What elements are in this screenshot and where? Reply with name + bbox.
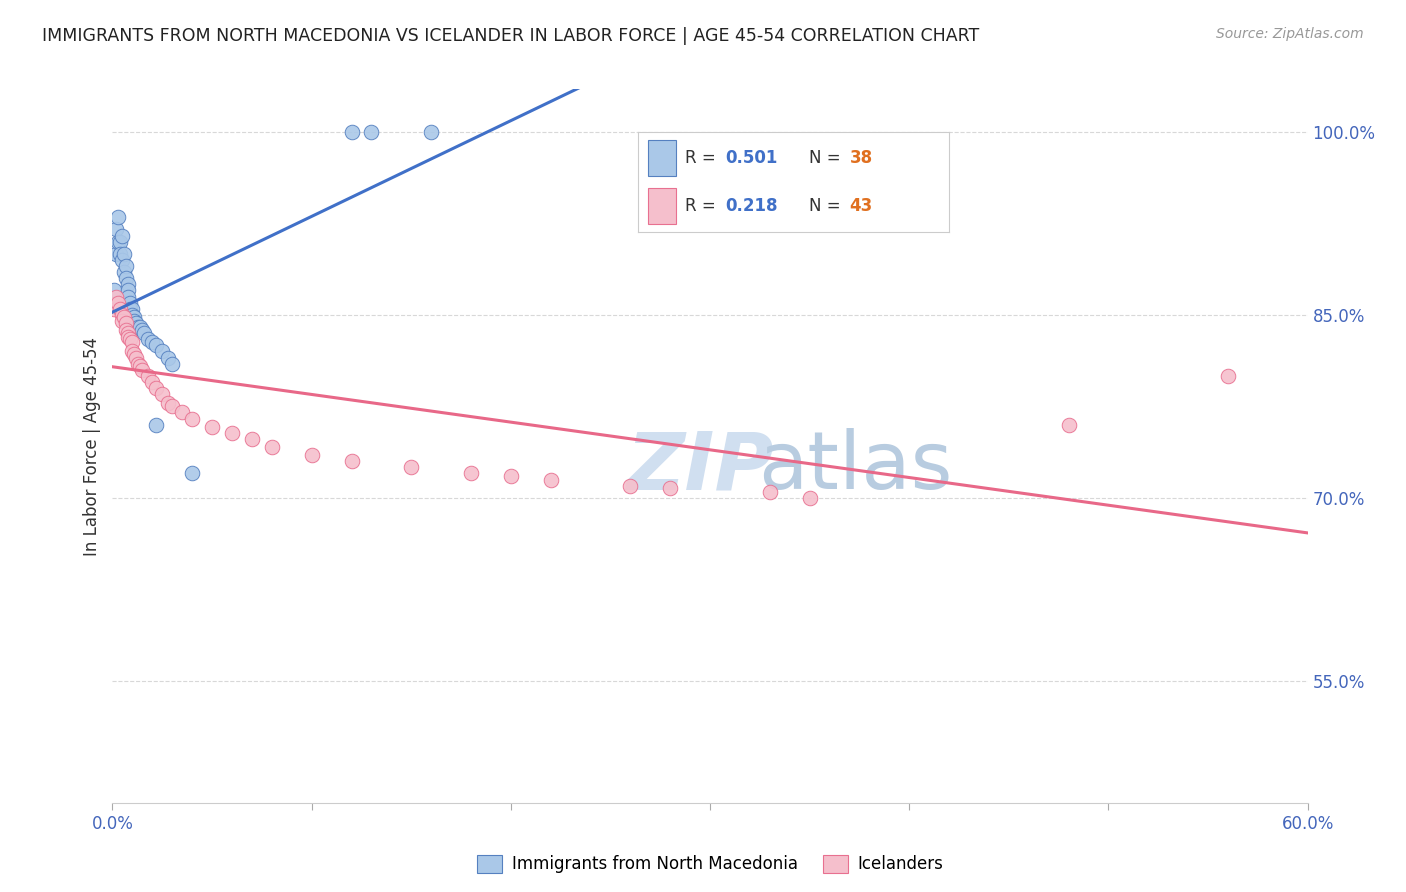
Point bbox=[240, 432, 263, 446]
Point bbox=[124, 310, 146, 325]
Point bbox=[138, 368, 160, 383]
Point bbox=[131, 322, 153, 336]
Point bbox=[145, 338, 167, 352]
Point bbox=[157, 395, 180, 409]
Point bbox=[115, 322, 138, 336]
Legend: Immigrants from North Macedonia, Icelanders: Immigrants from North Macedonia, Iceland… bbox=[470, 848, 950, 880]
Point bbox=[124, 347, 146, 361]
Text: 43: 43 bbox=[849, 197, 873, 215]
Point bbox=[759, 484, 782, 499]
Point bbox=[115, 317, 138, 331]
Point bbox=[301, 448, 323, 462]
Point bbox=[150, 344, 173, 359]
Point bbox=[121, 308, 143, 322]
Point bbox=[107, 295, 129, 310]
FancyBboxPatch shape bbox=[648, 140, 676, 176]
Text: N =: N = bbox=[810, 197, 846, 215]
Text: atlas: atlas bbox=[758, 428, 952, 507]
Text: R =: R = bbox=[685, 149, 721, 167]
Point bbox=[111, 314, 134, 328]
Point bbox=[114, 310, 135, 325]
Point bbox=[105, 222, 128, 236]
Point bbox=[111, 228, 134, 243]
Point bbox=[114, 247, 135, 261]
Point bbox=[115, 271, 138, 285]
Text: 0.218: 0.218 bbox=[725, 197, 778, 215]
Text: 38: 38 bbox=[849, 149, 873, 167]
Point bbox=[145, 417, 167, 432]
Point bbox=[117, 326, 139, 341]
Point bbox=[120, 301, 142, 316]
Point bbox=[120, 295, 142, 310]
Point bbox=[141, 334, 163, 349]
Point bbox=[162, 400, 183, 414]
Point bbox=[460, 467, 482, 481]
Text: N =: N = bbox=[810, 149, 846, 167]
Text: ZIP: ZIP bbox=[626, 428, 773, 507]
Point bbox=[103, 301, 125, 316]
Point bbox=[181, 411, 204, 425]
Point bbox=[114, 265, 135, 279]
Point bbox=[659, 481, 682, 495]
Point bbox=[340, 454, 363, 468]
Point bbox=[162, 357, 183, 371]
Point bbox=[138, 332, 160, 346]
Point bbox=[401, 460, 423, 475]
Point bbox=[110, 235, 132, 249]
Point bbox=[103, 284, 125, 298]
Point bbox=[150, 387, 173, 401]
Point bbox=[127, 320, 149, 334]
FancyBboxPatch shape bbox=[648, 188, 676, 224]
Point bbox=[799, 491, 821, 505]
Point bbox=[129, 320, 152, 334]
Text: IMMIGRANTS FROM NORTH MACEDONIA VS ICELANDER IN LABOR FORCE | AGE 45-54 CORRELAT: IMMIGRANTS FROM NORTH MACEDONIA VS ICELA… bbox=[42, 27, 980, 45]
Point bbox=[141, 375, 163, 389]
Point bbox=[105, 289, 128, 303]
Point bbox=[145, 381, 167, 395]
Point bbox=[125, 317, 148, 331]
Point bbox=[117, 330, 139, 344]
Point bbox=[131, 363, 153, 377]
Point bbox=[172, 405, 194, 419]
Point bbox=[134, 326, 156, 341]
Text: 0.501: 0.501 bbox=[725, 149, 778, 167]
Point bbox=[340, 125, 363, 139]
Y-axis label: In Labor Force | Age 45-54: In Labor Force | Age 45-54 bbox=[83, 336, 101, 556]
Point bbox=[125, 351, 148, 365]
Point bbox=[107, 211, 129, 225]
Point bbox=[105, 247, 128, 261]
Point bbox=[127, 357, 149, 371]
Point bbox=[117, 289, 139, 303]
Point bbox=[121, 334, 143, 349]
Point bbox=[157, 351, 180, 365]
Point bbox=[111, 308, 134, 322]
Point bbox=[499, 469, 522, 483]
Point bbox=[120, 332, 142, 346]
Point bbox=[117, 284, 139, 298]
Point bbox=[1216, 368, 1239, 383]
Point bbox=[121, 344, 143, 359]
Point bbox=[115, 259, 138, 273]
Point bbox=[540, 473, 562, 487]
Point bbox=[260, 440, 283, 454]
Point bbox=[107, 235, 129, 249]
Point bbox=[111, 252, 134, 267]
Point bbox=[420, 125, 443, 139]
Point bbox=[619, 478, 641, 492]
Point bbox=[110, 247, 132, 261]
Text: R =: R = bbox=[685, 197, 721, 215]
Point bbox=[124, 314, 146, 328]
Point bbox=[121, 301, 143, 316]
Point bbox=[201, 420, 224, 434]
Point bbox=[1057, 417, 1080, 432]
Point bbox=[129, 359, 152, 373]
Point bbox=[110, 301, 132, 316]
Point bbox=[360, 125, 382, 139]
Point bbox=[181, 467, 204, 481]
Point bbox=[117, 277, 139, 292]
Point bbox=[221, 426, 243, 441]
Text: Source: ZipAtlas.com: Source: ZipAtlas.com bbox=[1216, 27, 1364, 41]
